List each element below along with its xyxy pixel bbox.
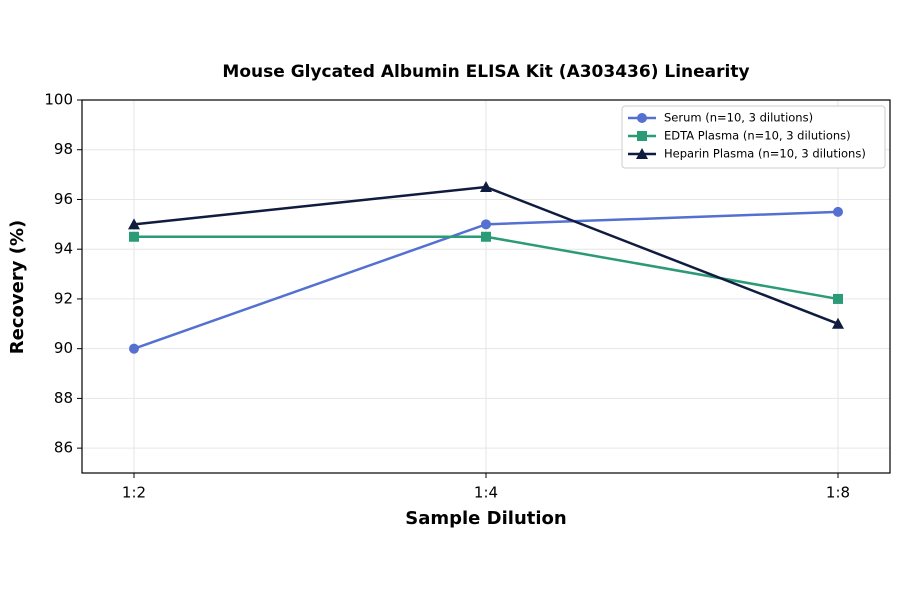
marker <box>481 219 491 230</box>
x-axis-label: Sample Dilution <box>405 508 566 529</box>
y-tick-label: 88 <box>54 389 73 407</box>
y-axis-label: Recovery (%) <box>7 220 28 354</box>
y-tick-label: 98 <box>54 140 73 158</box>
marker <box>637 131 647 141</box>
y-tick-label: 94 <box>54 240 73 258</box>
legend-box <box>621 105 886 169</box>
plot-frame <box>81 99 891 474</box>
marker <box>636 148 648 159</box>
legend-label: EDTA Plasma (n=10, 3 dilutions) <box>664 129 851 143</box>
legend: Serum (n=10, 3 dilutions) EDTA Plasma (n=… <box>621 105 886 169</box>
y-tick-label: 90 <box>54 339 73 357</box>
legend-label: Serum (n=10, 3 dilutions) <box>664 111 813 125</box>
marker <box>637 113 647 123</box>
marker <box>480 181 492 193</box>
marker <box>128 218 140 230</box>
x-tick-label: 1:2 <box>122 484 146 502</box>
y-tick-label: 86 <box>54 439 73 457</box>
marker <box>833 293 843 304</box>
x-tick-label: 1:8 <box>826 484 850 502</box>
marker <box>832 317 844 329</box>
chart-title: Mouse Glycated Albumin ELISA Kit (A30343… <box>222 62 749 82</box>
y-tick-label: 100 <box>44 91 73 109</box>
marker <box>833 206 843 217</box>
marker <box>481 231 491 242</box>
y-tick-label: 96 <box>54 190 73 208</box>
x-tick-label: 1:4 <box>474 484 498 502</box>
marker <box>129 343 139 354</box>
legend-label: Heparin Plasma (n=10, 3 dilutions) <box>664 147 866 161</box>
marker <box>129 231 139 242</box>
y-tick-label: 92 <box>54 289 73 307</box>
